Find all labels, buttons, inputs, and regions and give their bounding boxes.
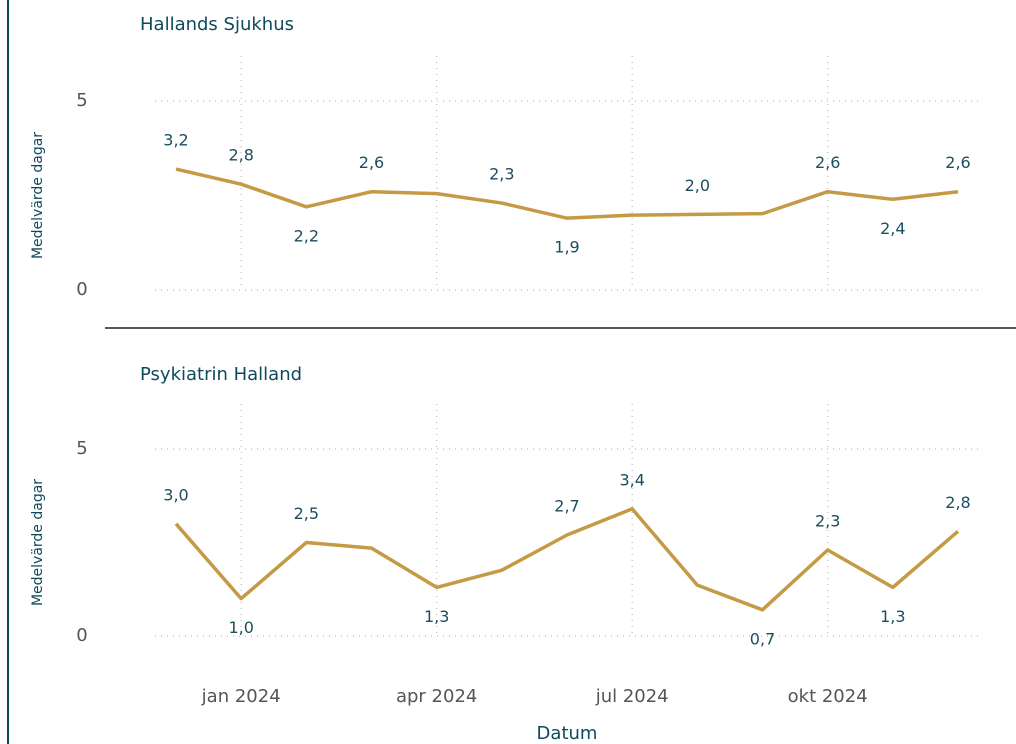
data-label: 0,7 <box>750 629 775 648</box>
data-label: 2,6 <box>945 153 970 172</box>
data-label: 1,3 <box>424 607 449 626</box>
data-label: 3,4 <box>619 470 644 489</box>
data-label: 2,6 <box>359 153 384 172</box>
y-tick-label: 0 <box>76 625 87 646</box>
x-tick-label: apr 2024 <box>396 686 477 707</box>
data-label: 2,3 <box>489 165 514 184</box>
data-label: 2,4 <box>880 219 905 238</box>
line <box>175 167 959 220</box>
y-tick-label: 5 <box>76 438 87 459</box>
y-tick-label: 5 <box>76 90 87 111</box>
y-axis-label: Medelvärde dagar <box>30 479 46 606</box>
data-label: 1,9 <box>554 238 579 257</box>
data-label: 2,3 <box>815 511 840 530</box>
x-tick-label: okt 2024 <box>788 686 868 707</box>
data-label: 2,2 <box>294 226 319 245</box>
line <box>174 507 960 612</box>
panel-title: Psykiatrin Halland <box>140 364 302 385</box>
panel-title: Hallands Sjukhus <box>140 14 294 35</box>
data-label: 3,2 <box>163 131 188 150</box>
data-label: 2,0 <box>685 176 710 195</box>
data-label: 2,8 <box>228 146 253 165</box>
x-tick-label: jan 2024 <box>201 686 281 707</box>
y-axis-label: Medelvärde dagar <box>30 132 46 259</box>
data-label: 2,7 <box>554 497 579 516</box>
data-label: 1,0 <box>228 618 253 637</box>
data-label: 3,0 <box>163 485 188 504</box>
data-label: 2,6 <box>815 153 840 172</box>
x-tick-label: jul 2024 <box>595 686 669 707</box>
data-label: 2,5 <box>294 504 319 523</box>
data-label: 2,8 <box>945 493 970 512</box>
data-label: 1,3 <box>880 607 905 626</box>
x-axis-title: Datum <box>537 723 598 744</box>
y-tick-label: 0 <box>76 279 87 300</box>
